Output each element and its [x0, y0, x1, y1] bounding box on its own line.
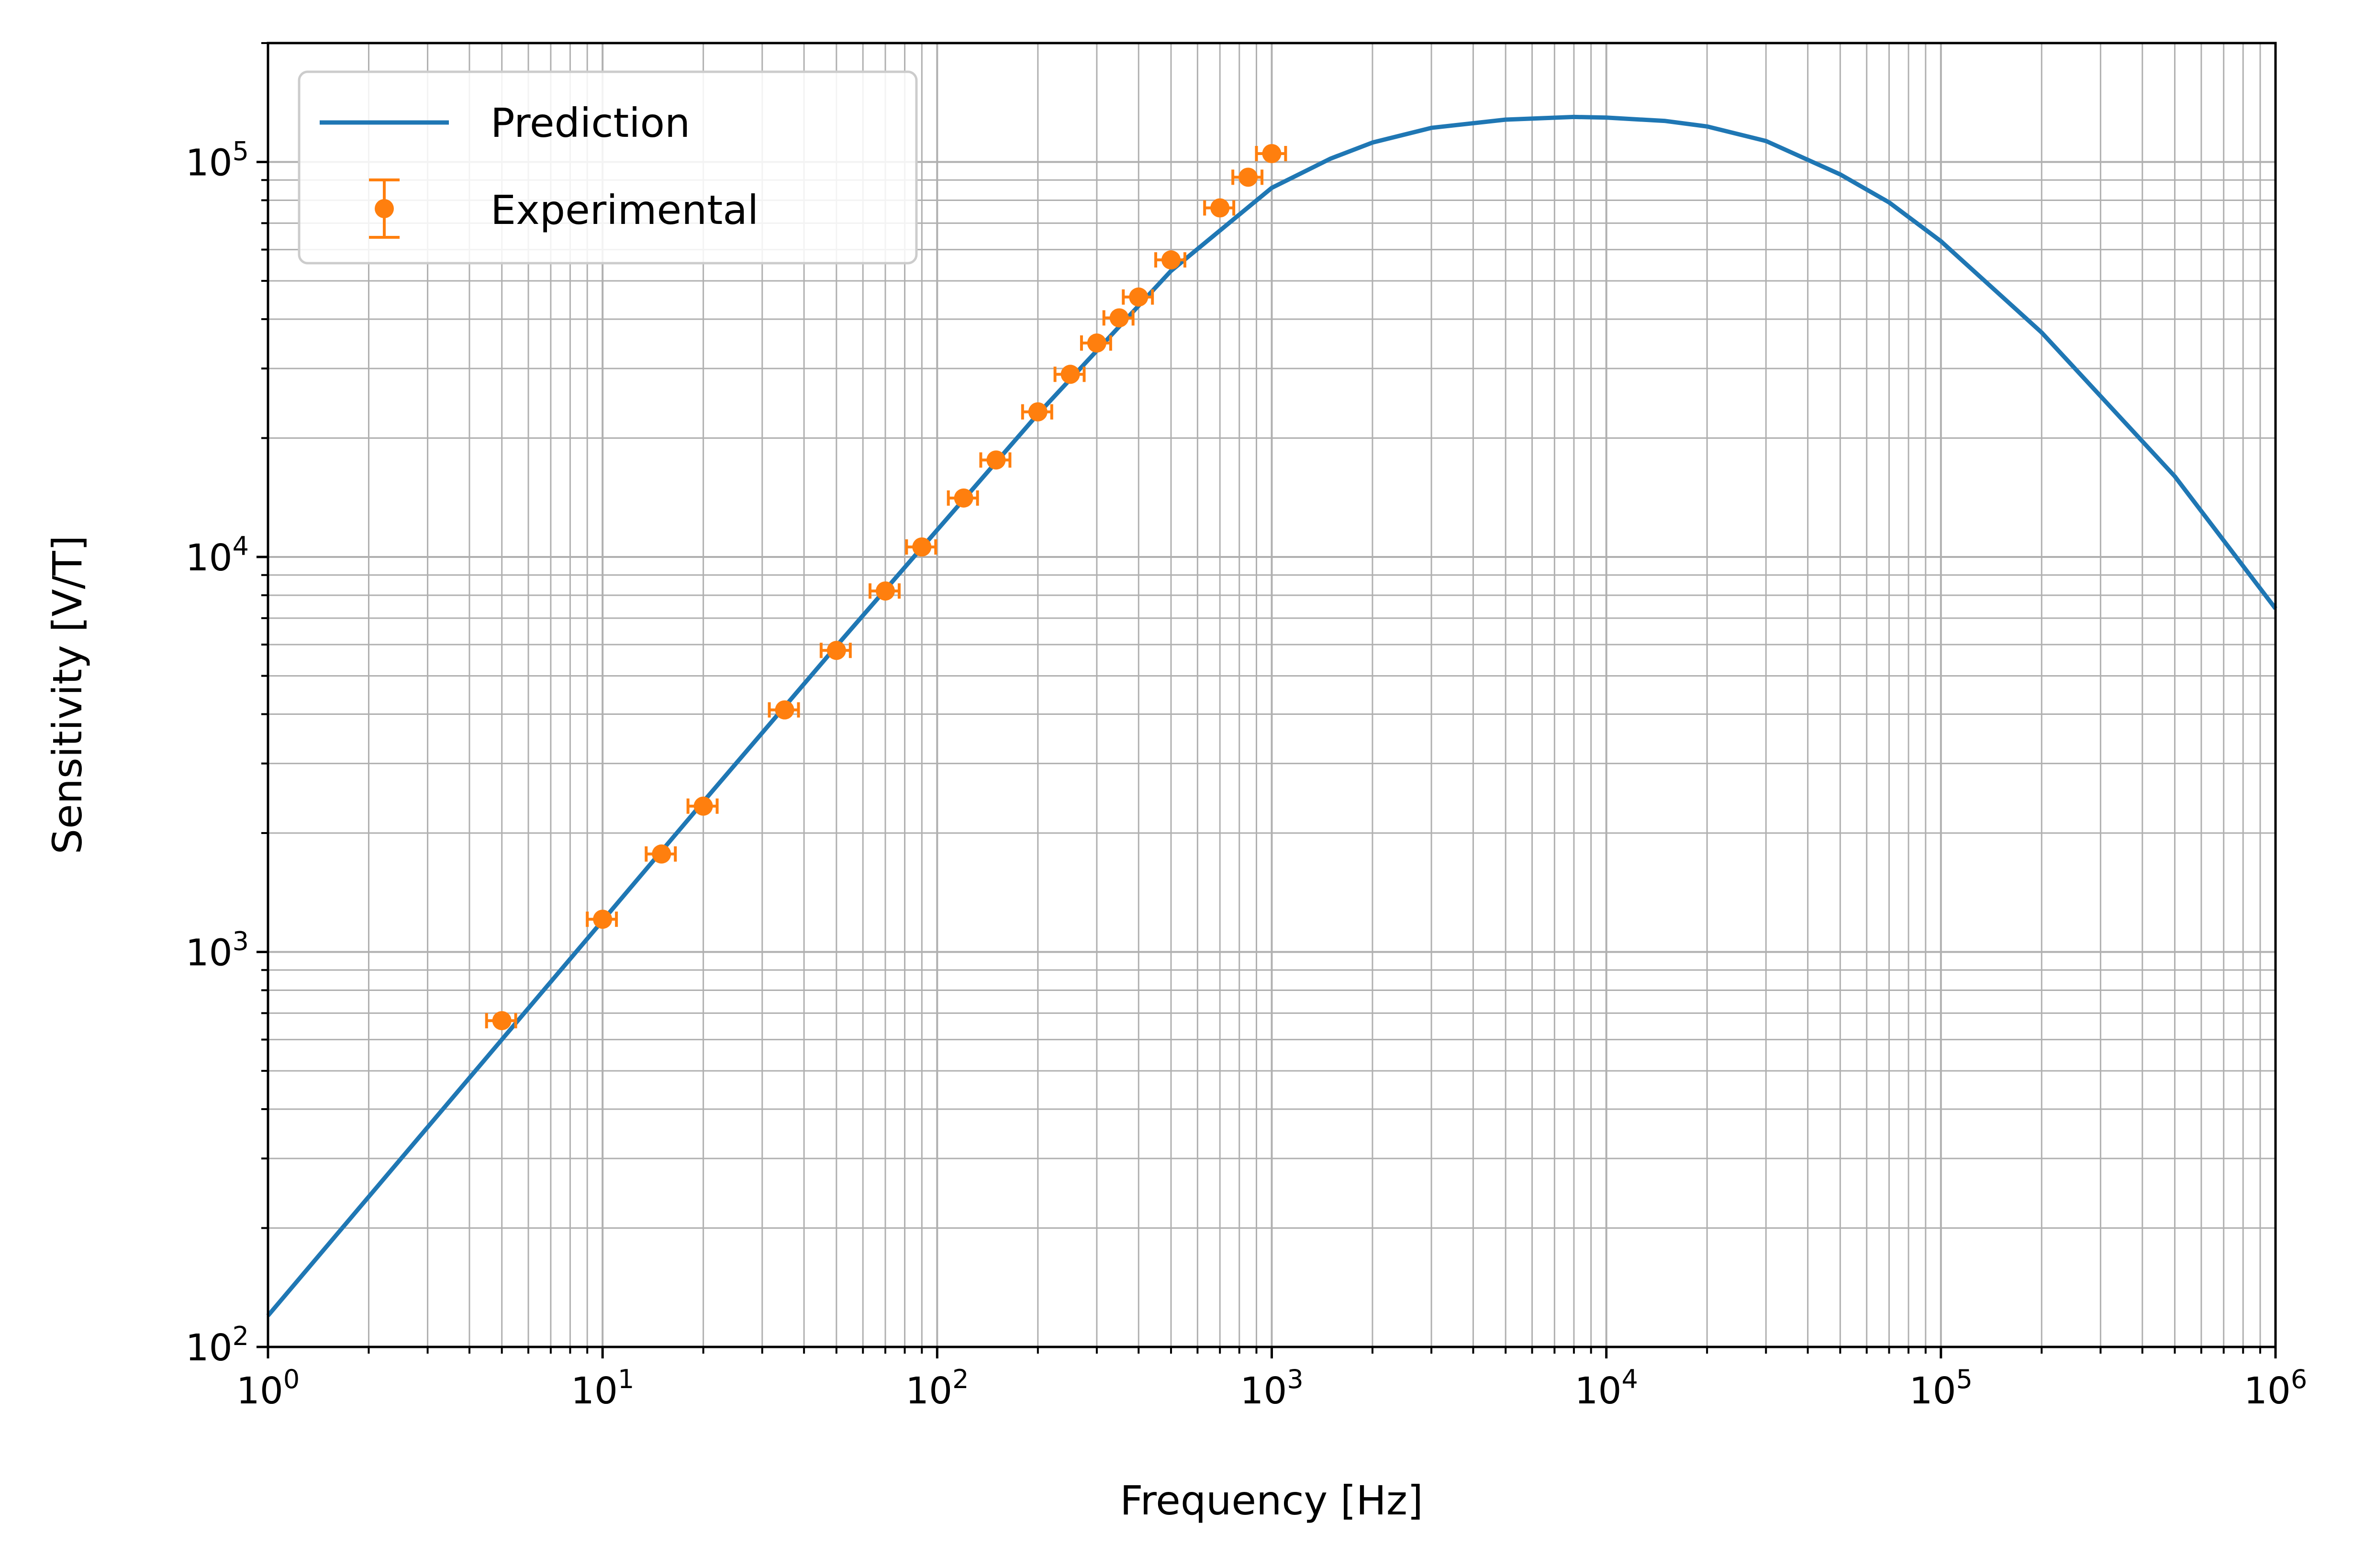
- experimental-marker: [1161, 250, 1181, 270]
- experimental-point: [1080, 333, 1112, 353]
- experimental-marker: [1238, 167, 1258, 187]
- experimental-marker: [826, 641, 846, 660]
- experimental-point: [645, 844, 677, 864]
- series-layer: [266, 114, 2277, 1317]
- legend-experimental-label: Experimental: [491, 187, 759, 234]
- x-tick-label: 100: [236, 1364, 300, 1412]
- x-tick-label: 106: [2244, 1364, 2307, 1412]
- experimental-marker: [1028, 402, 1048, 422]
- experimental-marker: [775, 700, 794, 720]
- experimental-point: [768, 700, 800, 720]
- experimental-point: [586, 910, 618, 929]
- experimental-point: [905, 537, 937, 557]
- legend-prediction-label: Prediction: [491, 100, 690, 146]
- experimental-marker: [954, 488, 973, 508]
- experimental-point: [1021, 402, 1053, 422]
- experimental-point: [947, 488, 979, 508]
- experimental-point: [1255, 144, 1287, 164]
- y-axis-label: Sensitivity [V/T]: [44, 535, 91, 855]
- x-tick-label: 104: [1574, 1364, 1638, 1412]
- legend-experimental-swatch: [369, 178, 400, 239]
- experimental-point: [869, 581, 901, 601]
- experimental-point: [686, 796, 719, 816]
- y-tick-label: 103: [186, 926, 249, 975]
- x-tick-label: 101: [571, 1364, 634, 1412]
- experimental-point: [1122, 287, 1154, 307]
- experimental-marker: [1060, 365, 1080, 384]
- experimental-marker: [693, 796, 713, 816]
- experimental-marker: [1210, 198, 1230, 218]
- x-tick-label: 102: [905, 1364, 969, 1412]
- x-tick-label: 105: [1909, 1364, 1973, 1412]
- legend[interactable]: Prediction Experimental: [298, 70, 918, 265]
- experimental-marker: [1087, 333, 1106, 353]
- experimental-point: [485, 1011, 517, 1031]
- experimental-marker: [1109, 308, 1129, 328]
- experimental-marker: [876, 581, 895, 601]
- y-tick-label: 105: [186, 136, 249, 185]
- legend-box: [298, 70, 918, 265]
- experimental-point: [1154, 250, 1186, 270]
- tick-labels: 100 101 102 103 104 105 106 102 103 104 105: [186, 136, 2308, 1412]
- experimental-marker: [986, 450, 1006, 470]
- experimental-point: [819, 641, 852, 660]
- x-tick-label: 103: [1240, 1364, 1303, 1412]
- experimental-marker: [1262, 144, 1282, 164]
- experimental-point: [1102, 308, 1135, 328]
- experimental-point: [1053, 365, 1086, 384]
- experimental-marker: [593, 910, 613, 929]
- y-tick-label: 104: [186, 531, 249, 579]
- experimental-marker: [1129, 287, 1149, 307]
- experimental-marker: [912, 537, 932, 557]
- y-tick-label: 102: [186, 1321, 249, 1369]
- x-axis-label: Frequency [Hz]: [1120, 1477, 1423, 1524]
- experimental-point: [1203, 198, 1236, 218]
- experimental-point: [979, 450, 1012, 470]
- experimental-marker: [492, 1011, 512, 1031]
- experimental-marker: [652, 844, 671, 864]
- axis-ticks: [257, 42, 2277, 1358]
- experimental-point: [1231, 167, 1264, 187]
